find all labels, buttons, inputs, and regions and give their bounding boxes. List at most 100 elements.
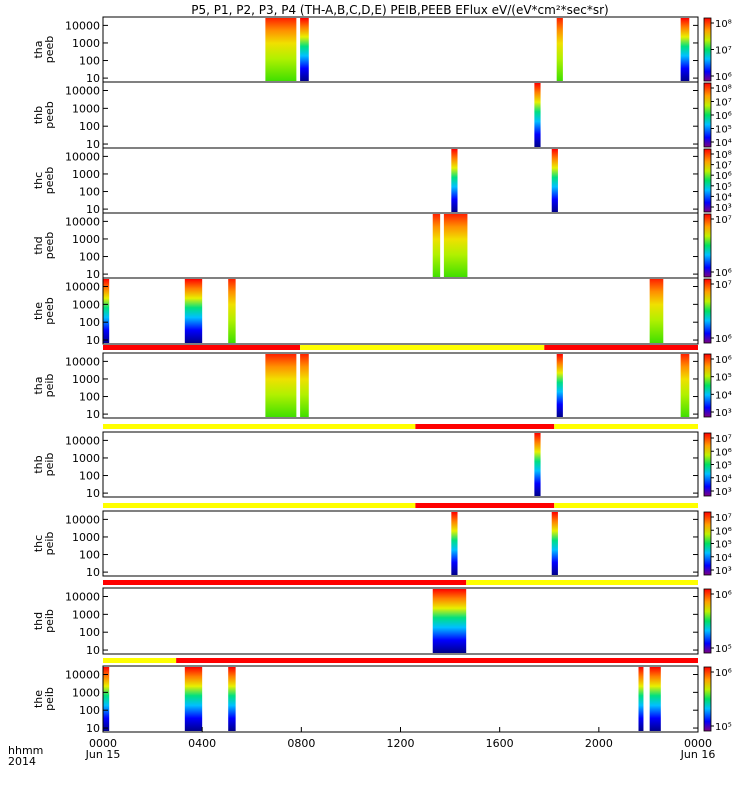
data-interval (680, 354, 690, 417)
y-tick-label: 10000 (65, 85, 100, 98)
y-tick-label: 10000 (65, 355, 100, 368)
figure-title: P5, P1, P2, P3, P4 (TH-A,B,C,D,E) PEIB,P… (191, 3, 608, 17)
colorbar-tick-label: 10⁴ (715, 553, 732, 564)
mode-bar-segment (415, 424, 555, 429)
y-axis-label: thc (32, 172, 45, 189)
y-tick-label: 1000 (72, 298, 100, 311)
y-tick-label: 10 (86, 138, 100, 151)
colorbar-tick-label: 10⁸ (715, 19, 732, 30)
y-tick-label: 1000 (72, 373, 100, 386)
y-tick-label: 10000 (65, 513, 100, 526)
colorbar-tick-label: 10⁵ (715, 461, 732, 472)
panel-frame (102, 510, 699, 577)
data-interval (184, 667, 203, 731)
mode-bar-segment (103, 580, 467, 585)
colorbar-tick-label: 10⁴ (715, 390, 732, 401)
panel-frame (102, 212, 699, 279)
colorbar-tick-label: 10⁶ (715, 334, 732, 345)
panel-frame (102, 431, 699, 498)
mode-bar-segment (103, 345, 301, 350)
y-axis-label: peeb (43, 297, 56, 325)
y-tick-label: 100 (79, 251, 100, 264)
y-tick-label: 10 (86, 644, 100, 657)
data-interval (556, 18, 563, 81)
colorbar-tick-label: 10⁵ (715, 722, 732, 733)
y-axis-label: tha (32, 40, 45, 58)
colorbar-tick-label: 10⁵ (715, 125, 732, 136)
data-interval (551, 149, 558, 212)
colorbar-tick-label: 10⁶ (715, 668, 732, 679)
x-tick-label: 0800 (287, 737, 315, 750)
y-tick-label: 10000 (65, 215, 100, 228)
mode-bar-segment (103, 424, 416, 429)
x-tick-label: 1200 (387, 737, 415, 750)
y-tick-label: 1000 (72, 168, 100, 181)
colorbar (703, 588, 712, 654)
data-interval (534, 433, 541, 496)
y-axis-label: peeb (43, 101, 56, 129)
x-tick-label: 2000 (585, 737, 613, 750)
colorbar-tick-label: 10⁸ (715, 150, 732, 161)
y-axis-label: thc (32, 535, 45, 552)
y-axis-label: the (32, 302, 45, 320)
mode-bar-segment (544, 345, 698, 350)
colorbar-tick-label: 10⁶ (715, 526, 732, 537)
y-tick-label: 1000 (72, 531, 100, 544)
data-interval (534, 83, 541, 147)
y-tick-label: 100 (79, 316, 100, 329)
y-axis-label: peib (43, 374, 56, 398)
colorbar-tick-label: 10⁶ (715, 590, 732, 601)
colorbar-tick-label: 10⁷ (715, 161, 732, 172)
panel-frame (102, 587, 699, 655)
x-date-label: Jun 15 (85, 748, 121, 761)
colorbar (703, 666, 712, 732)
colorbar-tick-label: 10⁶ (715, 111, 732, 122)
data-interval (432, 214, 441, 277)
colorbar-tick-label: 10³ (715, 566, 732, 577)
y-tick-label: 10000 (65, 591, 100, 604)
data-interval (451, 512, 458, 575)
y-tick-label: 10000 (65, 19, 100, 32)
panel-frame (102, 147, 699, 214)
data-interval (680, 18, 690, 81)
y-tick-label: 100 (79, 391, 100, 404)
panel-frame (102, 16, 699, 83)
mode-bar-segment (103, 658, 177, 663)
colorbar-tick-label: 10⁷ (715, 98, 732, 109)
y-tick-label: 10000 (65, 281, 100, 294)
x-tick-label: 0000 (89, 737, 117, 750)
mode-bar-segment (554, 424, 698, 429)
colorbar-tick-label: 10⁶ (715, 72, 732, 83)
y-axis-label: tha (32, 376, 45, 394)
y-tick-label: 100 (79, 186, 100, 199)
data-interval (638, 667, 644, 731)
y-tick-label: 100 (79, 626, 100, 639)
colorbar-tick-label: 10⁶ (715, 447, 732, 458)
y-tick-label: 10 (86, 203, 100, 216)
mode-bar-segment (466, 580, 698, 585)
y-axis-label: thb (32, 455, 45, 473)
data-interval (551, 512, 558, 575)
data-interval (556, 354, 563, 417)
colorbar-tick-label: 10⁴ (715, 138, 732, 149)
data-interval (103, 279, 110, 343)
colorbar-tick-label: 10³ (715, 203, 732, 214)
colorbar (703, 511, 712, 576)
panel-frame (102, 352, 699, 419)
y-tick-label: 1000 (72, 37, 100, 50)
colorbar-tick-label: 10⁷ (715, 280, 732, 291)
data-interval (443, 214, 468, 277)
y-tick-label: 10000 (65, 150, 100, 163)
y-tick-label: 10 (86, 722, 100, 735)
colorbar-tick-label: 10⁶ (715, 268, 732, 279)
mode-bar-segment (176, 658, 698, 663)
colorbar (703, 278, 712, 344)
